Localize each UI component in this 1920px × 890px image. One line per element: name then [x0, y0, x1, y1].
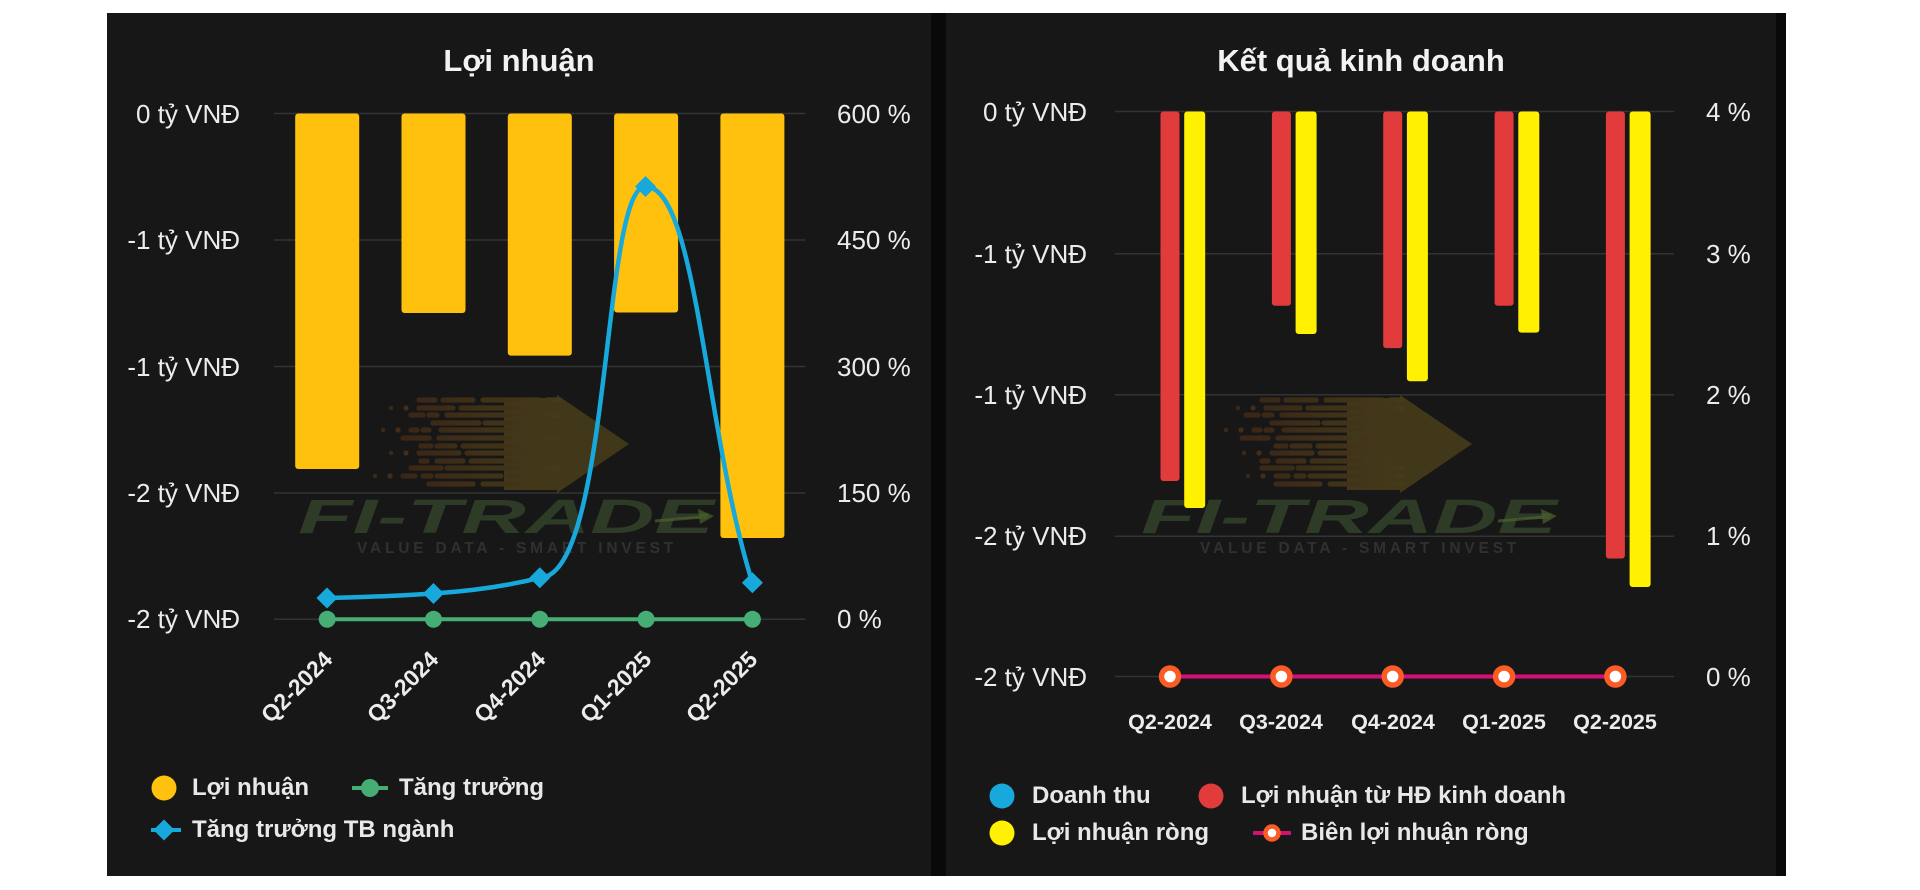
- svg-text:FI-TRADE: FI-TRADE: [298, 491, 718, 544]
- svg-text:VALUE DATA - SMART INVEST: VALUE DATA - SMART INVEST: [1200, 540, 1520, 557]
- svg-text:FI-TRADE: FI-TRADE: [1141, 491, 1561, 544]
- svg-text:VALUE DATA - SMART INVEST: VALUE DATA - SMART INVEST: [357, 540, 677, 557]
